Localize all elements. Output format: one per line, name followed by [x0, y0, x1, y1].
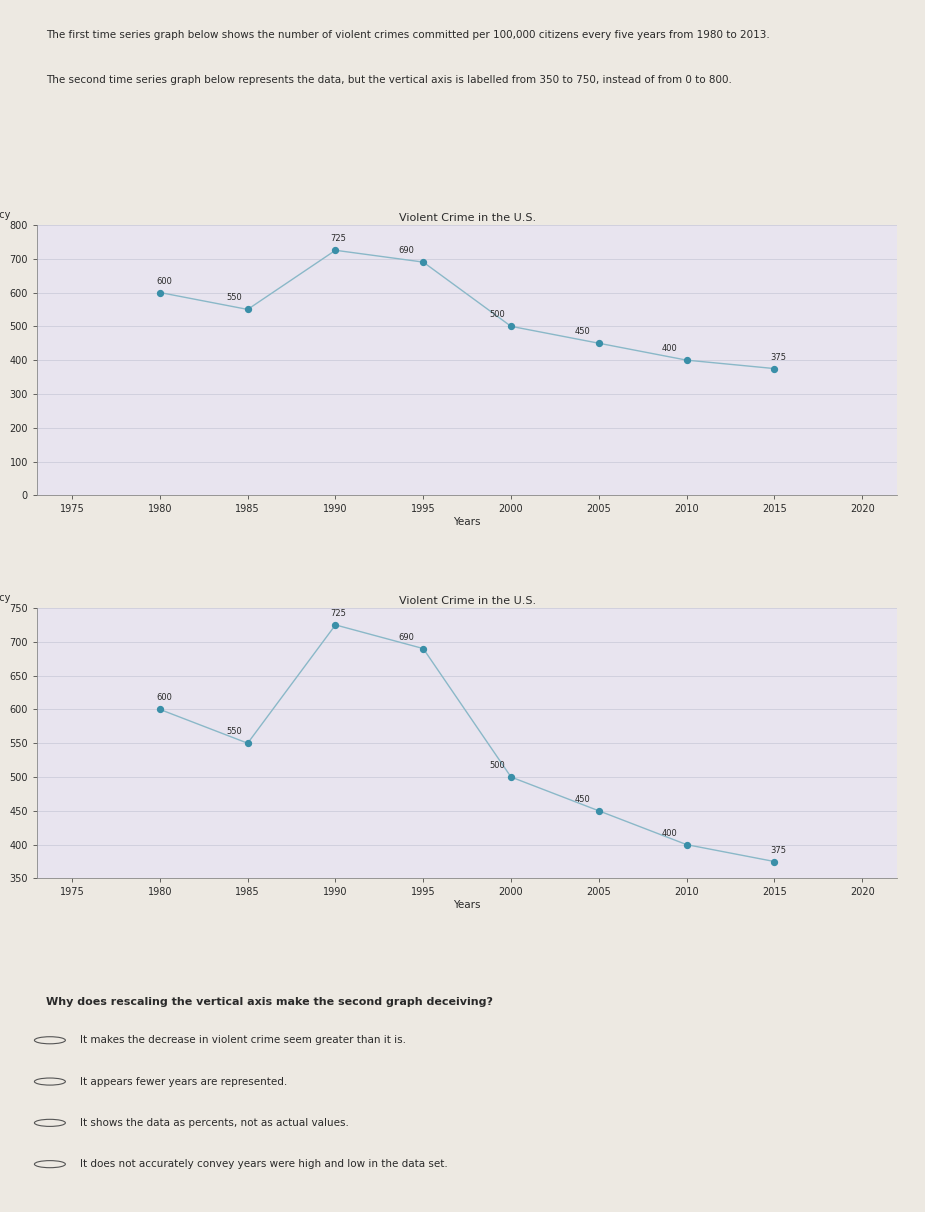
- Text: 500: 500: [489, 761, 505, 770]
- X-axis label: Years: Years: [453, 901, 481, 910]
- Text: 600: 600: [156, 276, 172, 286]
- Point: [591, 801, 606, 821]
- Text: 450: 450: [574, 795, 590, 804]
- Point: [240, 299, 255, 319]
- Text: Why does rescaling the vertical axis make the second graph deceiving?: Why does rescaling the vertical axis mak…: [45, 997, 493, 1007]
- Text: 375: 375: [771, 846, 786, 854]
- Title: Violent Crime in the U.S.: Violent Crime in the U.S.: [399, 213, 536, 223]
- Text: 725: 725: [330, 234, 346, 244]
- Text: 400: 400: [662, 344, 678, 353]
- Text: It shows the data as percents, not as actual values.: It shows the data as percents, not as ac…: [80, 1117, 349, 1128]
- Text: It makes the decrease in violent crime seem greater than it is.: It makes the decrease in violent crime s…: [80, 1035, 406, 1045]
- Text: It appears fewer years are represented.: It appears fewer years are represented.: [80, 1076, 288, 1087]
- Text: 600: 600: [156, 693, 172, 703]
- Text: Frequency: Frequency: [0, 593, 10, 602]
- Point: [416, 639, 431, 658]
- Point: [503, 316, 518, 336]
- Text: It does not accurately convey years were high and low in the data set.: It does not accurately convey years were…: [80, 1159, 448, 1170]
- Text: 400: 400: [662, 829, 678, 837]
- Point: [328, 240, 343, 259]
- Text: 690: 690: [399, 633, 414, 641]
- Text: 375: 375: [771, 353, 786, 361]
- Point: [240, 733, 255, 753]
- Text: Frequency: Frequency: [0, 210, 10, 219]
- Point: [503, 767, 518, 787]
- Point: [328, 616, 343, 635]
- Point: [679, 835, 694, 854]
- Text: The second time series graph below represents the data, but the vertical axis is: The second time series graph below repre…: [45, 75, 732, 85]
- Point: [153, 282, 167, 302]
- Point: [591, 333, 606, 353]
- X-axis label: Years: Years: [453, 518, 481, 527]
- Text: 550: 550: [226, 727, 241, 736]
- Text: The first time series graph below shows the number of violent crimes committed p: The first time series graph below shows …: [45, 30, 770, 40]
- Text: 725: 725: [330, 608, 346, 618]
- Point: [679, 350, 694, 370]
- Point: [767, 359, 782, 378]
- Text: 500: 500: [489, 310, 505, 320]
- Point: [767, 852, 782, 871]
- Title: Violent Crime in the U.S.: Violent Crime in the U.S.: [399, 596, 536, 606]
- Text: 690: 690: [399, 246, 414, 256]
- Text: 450: 450: [574, 327, 590, 336]
- Text: 550: 550: [226, 293, 241, 303]
- Point: [153, 699, 167, 719]
- Point: [416, 252, 431, 271]
